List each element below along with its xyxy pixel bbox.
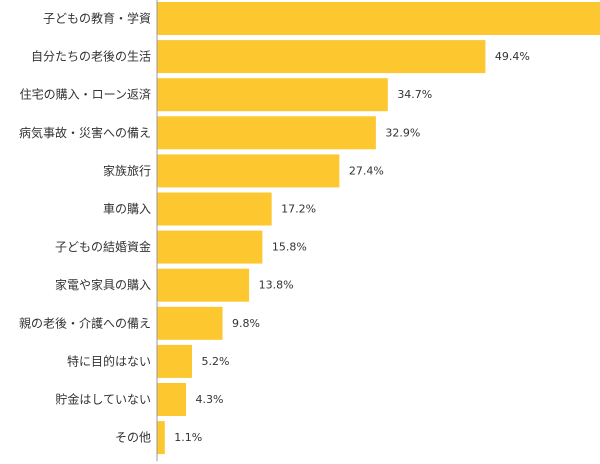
category-label-7: 子どもの結婚資金	[55, 239, 151, 254]
value-label-2: 49.4%	[495, 50, 530, 63]
bar-3	[157, 78, 388, 112]
bar-6	[157, 192, 272, 226]
category-label-3: 住宅の購入・ローン返済	[20, 87, 151, 102]
labels-layer: 子どもの教育・学資74.4%自分たちの老後の生活49.4%住宅の購入・ローン返済…	[19, 11, 530, 445]
bar-8	[157, 268, 250, 302]
value-label-10: 5.2%	[202, 355, 230, 368]
category-label-1: 子どもの教育・学資	[43, 11, 151, 26]
value-label-11: 4.3%	[196, 393, 224, 406]
value-label-4: 32.9%	[385, 126, 420, 139]
bars-layer	[157, 2, 600, 455]
value-label-6: 17.2%	[281, 203, 316, 216]
category-label-9: 親の老後・介護への備え	[19, 315, 151, 330]
category-label-12: その他	[115, 431, 151, 445]
bar-10	[157, 344, 193, 378]
category-label-10: 特に目的はない	[67, 353, 151, 368]
category-label-8: 家電や家具の購入	[55, 277, 151, 292]
bar-5	[157, 154, 340, 188]
category-label-2: 自分たちの老後の生活	[31, 50, 151, 64]
category-label-4: 病気事故・災害への備え	[19, 125, 151, 140]
value-label-12: 1.1%	[174, 431, 202, 444]
value-label-7: 15.8%	[272, 241, 307, 254]
category-label-5: 家族旅行	[103, 163, 151, 178]
value-label-8: 13.8%	[259, 279, 294, 292]
bar-2	[157, 40, 486, 74]
category-label-6: 車の購入	[103, 202, 151, 216]
value-label-9: 9.8%	[232, 317, 260, 330]
bar-1	[157, 2, 600, 35]
category-label-11: 貯金はしていない	[55, 392, 151, 407]
bar-12	[157, 421, 165, 455]
bar-7	[157, 230, 263, 264]
value-label-3: 34.7%	[397, 88, 432, 101]
bar-9	[157, 306, 223, 340]
bar-11	[157, 383, 187, 416]
value-label-5: 27.4%	[349, 164, 384, 177]
bar-4	[157, 116, 376, 150]
